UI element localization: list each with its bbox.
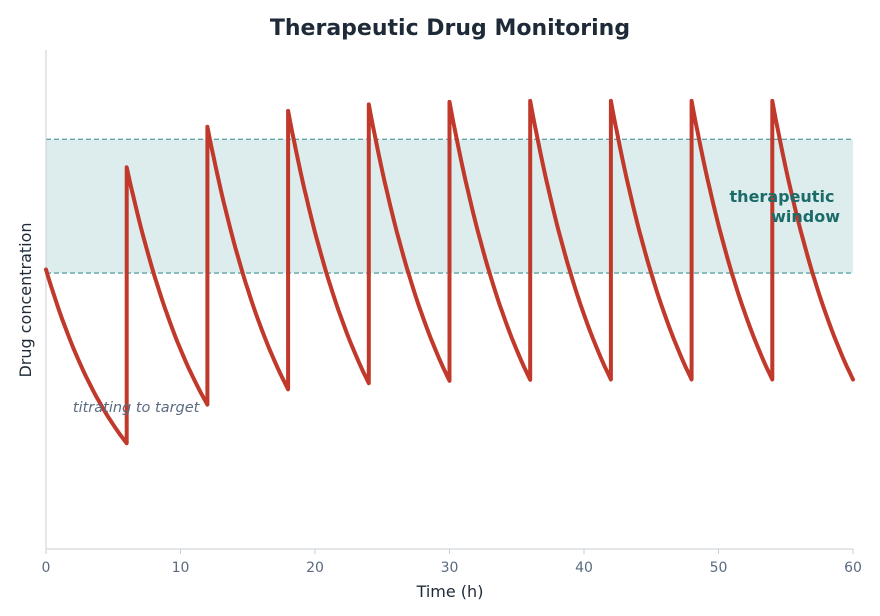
- annotation-titrating: titrating to target: [73, 400, 201, 416]
- x-tick-label: 0: [42, 560, 51, 576]
- x-axis-ticks: 0 10 20 30 40 50 60: [42, 549, 862, 576]
- x-axis-label: Time (h): [416, 582, 484, 601]
- x-tick-label: 60: [844, 560, 862, 576]
- concentration-line: [44, 98, 855, 446]
- window-label-line-1: therapeutic: [730, 187, 835, 206]
- x-tick-label: 10: [172, 560, 190, 576]
- window-label: therapeutic window: [730, 187, 841, 226]
- y-axis-label: Drug concentration: [16, 222, 35, 377]
- window-label-line-2: window: [771, 207, 840, 226]
- x-tick-label: 40: [575, 560, 593, 576]
- x-tick-label: 20: [306, 560, 324, 576]
- chart-title: Therapeutic Drug Monitoring: [270, 16, 630, 41]
- x-tick-label: 50: [710, 560, 728, 576]
- x-tick-label: 30: [441, 560, 459, 576]
